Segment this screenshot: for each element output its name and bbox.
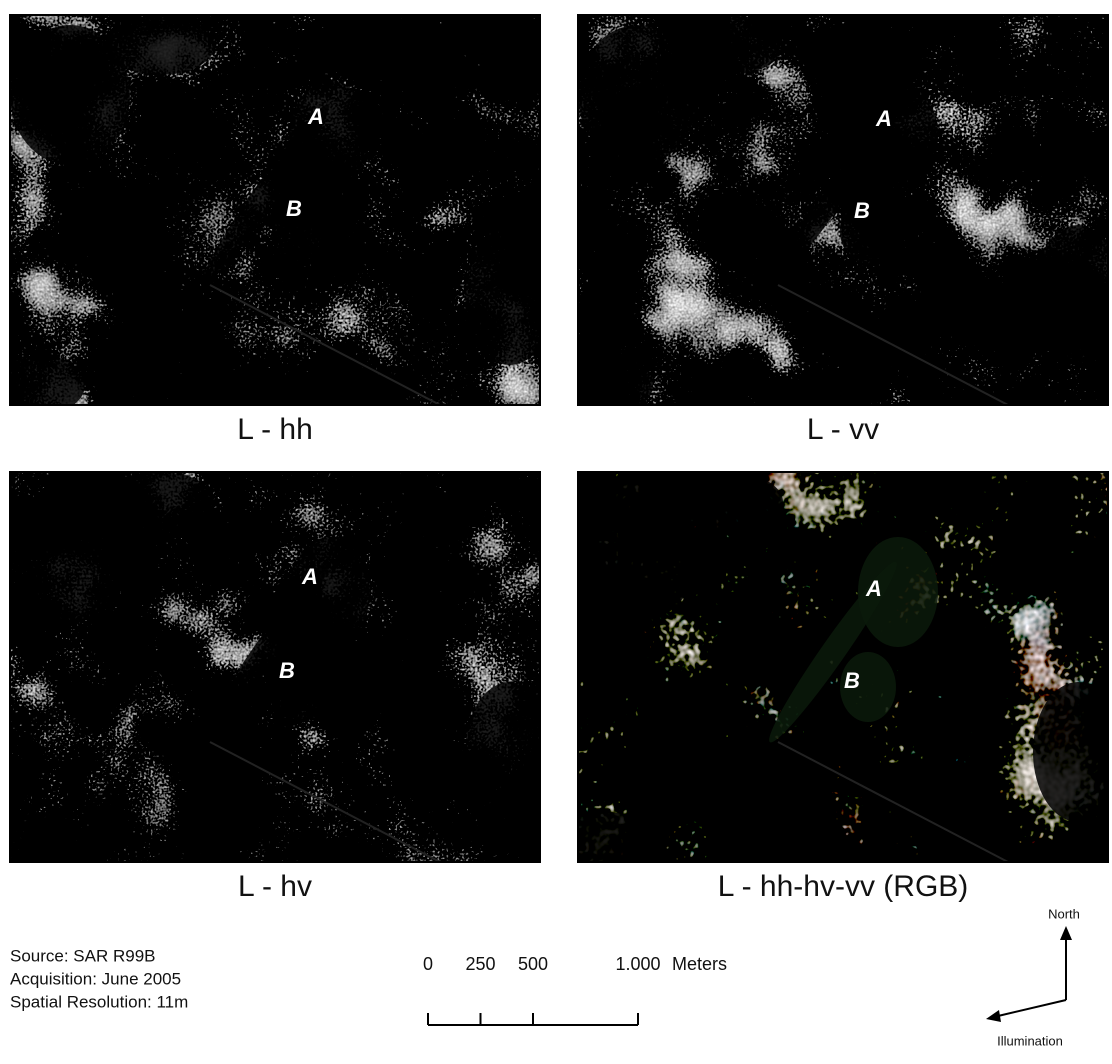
panel-caption: L - hh <box>237 413 313 446</box>
illumination-line <box>998 1000 1066 1016</box>
illumination-head <box>986 1010 1001 1022</box>
site-label: B <box>279 658 295 683</box>
site-label: B <box>286 196 302 221</box>
dark-area <box>105 472 215 532</box>
dark-area <box>673 15 783 75</box>
panel-caption: L - hh-hv-vv (RGB) <box>718 870 969 903</box>
sar-image <box>0 15 555 415</box>
source-line: Spatial Resolution: 11m <box>10 992 188 1011</box>
image-panel: A B L - hh-hv-vv (RGB) <box>563 472 1112 903</box>
figure: A B L - hh A B L - vv A B L - hv A B L - hh-hv-vv (… <box>0 0 1112 1064</box>
site-label: A <box>875 106 892 131</box>
north-label: North <box>1048 906 1080 921</box>
dark-area <box>465 682 555 822</box>
site-label: B <box>854 198 870 223</box>
dark-area <box>673 472 783 532</box>
source-line: Source: SAR R99B <box>10 946 156 965</box>
scale-label: 1.000 <box>615 954 660 974</box>
sar-image <box>563 472 1112 872</box>
dark-area <box>465 225 555 365</box>
sar-image <box>0 472 555 872</box>
sar-image <box>563 15 1112 415</box>
illumination-label: Illumination <box>997 1033 1063 1048</box>
north-head <box>1060 926 1072 940</box>
scale-label: 500 <box>518 954 548 974</box>
site-label: A <box>307 104 324 129</box>
site-label: A <box>301 564 318 589</box>
scale-label: 0 <box>423 954 433 974</box>
source-block: Source: SAR R99B Acquisition: June 2005 … <box>10 946 188 1011</box>
north-arrow: North Illumination <box>986 906 1080 1048</box>
panel-caption: L - hv <box>238 870 312 903</box>
dark-area <box>105 15 215 75</box>
image-panel: A B L - vv <box>563 15 1112 446</box>
scale-unit: Meters <box>672 954 727 974</box>
image-panel: A B L - hv <box>0 472 555 903</box>
scale-label: 250 <box>465 954 495 974</box>
panels: A B L - hh A B L - vv A B L - hv A B L - hh-hv-vv (… <box>0 15 1112 903</box>
image-panel: A B L - hh <box>0 15 555 446</box>
panel-caption: L - vv <box>807 413 879 446</box>
scale-bar: 0 250 500 1.000 Meters <box>423 954 727 1025</box>
site-label: A <box>865 576 882 601</box>
site-label: B <box>844 668 860 693</box>
source-line: Acquisition: June 2005 <box>10 969 181 988</box>
